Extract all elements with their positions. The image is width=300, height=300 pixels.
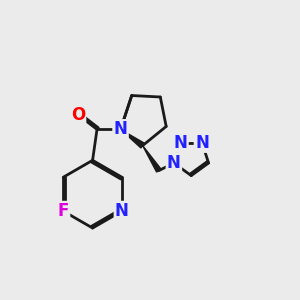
Text: F: F	[58, 202, 69, 220]
Text: N: N	[115, 202, 129, 220]
Polygon shape	[142, 146, 161, 172]
Text: N: N	[195, 134, 209, 152]
Polygon shape	[121, 129, 144, 148]
Text: N: N	[174, 134, 188, 152]
Text: O: O	[71, 106, 85, 124]
Text: N: N	[114, 120, 128, 138]
Text: N: N	[167, 154, 181, 172]
